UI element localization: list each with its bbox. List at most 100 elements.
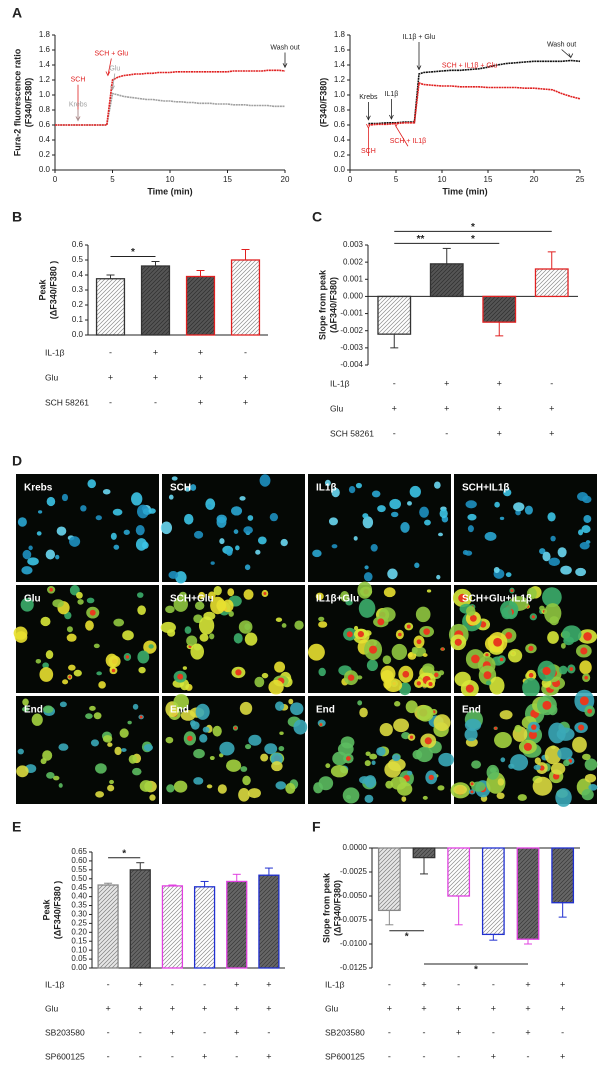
annotation-arrowhead: [110, 85, 115, 91]
cell: [387, 568, 398, 580]
cell: [138, 666, 146, 674]
cell: [293, 719, 308, 735]
cell: [112, 508, 123, 516]
annotation-arrowhead: [105, 71, 111, 77]
treatment-sign: -: [107, 979, 110, 989]
y-tick-label: 0.8: [334, 105, 346, 114]
cell: [559, 665, 568, 675]
cell: [190, 643, 205, 660]
y-axis-label: (F340/F380): [23, 78, 33, 128]
treatment-sign: -: [109, 347, 112, 357]
cell: [382, 655, 392, 665]
annotation: Glu: [109, 65, 120, 72]
cell: [419, 506, 429, 518]
significance-label: *: [471, 222, 475, 233]
cell: [16, 765, 29, 778]
cell: [149, 794, 156, 801]
cell: [182, 666, 188, 670]
cell: [370, 543, 378, 552]
cell: [45, 650, 54, 659]
cell: [357, 700, 363, 706]
cell: [575, 567, 587, 577]
tile-label: IL1β+Glu: [316, 594, 359, 605]
cell: [577, 492, 588, 502]
image-tile: End: [16, 696, 159, 804]
cell: [542, 551, 551, 562]
cell-core: [458, 593, 467, 603]
x-tick-label: 10: [166, 175, 175, 184]
treatment-name: Glu: [45, 372, 59, 382]
treatment-sign: +: [198, 397, 203, 407]
cell: [422, 795, 428, 800]
cell: [127, 720, 132, 725]
cell: [209, 633, 215, 640]
cell: [95, 763, 107, 774]
cell: [238, 620, 253, 634]
treatment-sign: -: [267, 1027, 270, 1037]
cell-core: [587, 708, 593, 714]
cell: [377, 505, 386, 513]
cell: [500, 757, 506, 763]
y-tick-label: 0.35: [71, 901, 87, 910]
cell: [121, 748, 127, 753]
cell: [80, 505, 87, 512]
treatment-sign: +: [525, 1003, 530, 1013]
treatment-sign: +: [266, 1051, 271, 1061]
cell: [331, 544, 338, 549]
cell-core: [377, 618, 385, 626]
cell: [137, 605, 146, 616]
treatment-sign: +: [170, 1003, 175, 1013]
cell: [557, 747, 573, 760]
cell: [471, 760, 482, 769]
cell: [392, 754, 401, 762]
cell: [148, 508, 156, 514]
y-axis-label: Peak: [41, 899, 51, 921]
cell: [199, 633, 209, 642]
cell: [340, 736, 355, 749]
cell: [376, 746, 386, 756]
annotation-arrow: [107, 58, 112, 76]
cell-core: [469, 614, 477, 622]
treatment-sign: +: [525, 1027, 530, 1037]
treatment-sign: +: [549, 428, 554, 438]
cell: [230, 506, 243, 516]
tile-label: Glu: [24, 594, 41, 605]
cell: [359, 707, 368, 718]
cell: [194, 530, 204, 539]
cell: [244, 564, 251, 571]
cell: [547, 631, 559, 644]
cell: [422, 653, 428, 657]
cell: [190, 720, 196, 727]
y-tick-label: 0.25: [71, 918, 87, 927]
cell: [393, 718, 410, 733]
series-line: [368, 59, 581, 125]
tile-label: SCH+Glu+IL1β: [462, 594, 532, 605]
treatment-sign: -: [492, 1027, 495, 1037]
y-tick-label: 1.8: [334, 30, 346, 39]
significance-label: *: [474, 965, 478, 976]
cell: [584, 758, 598, 771]
panel-label: A: [12, 5, 22, 21]
bar: [140, 265, 171, 336]
cell: [544, 745, 562, 765]
tile-label: End: [316, 705, 335, 716]
y-tick-label: 0.45: [71, 883, 87, 892]
cell: [45, 549, 56, 560]
cell: [240, 766, 248, 772]
cell: [462, 550, 469, 555]
cell: [438, 670, 445, 676]
cell-core: [416, 681, 421, 686]
y-tick-label: 1.2: [39, 75, 51, 84]
cell: [86, 597, 95, 604]
treatment-sign: -: [492, 979, 495, 989]
cell-core: [580, 647, 588, 655]
treatment-name: SCH 58261: [330, 428, 374, 438]
cell-core: [347, 674, 355, 681]
cell: [379, 722, 393, 737]
cell-core: [583, 632, 592, 641]
cell: [202, 726, 210, 733]
cell: [37, 510, 43, 514]
cell: [217, 784, 227, 794]
cell: [165, 605, 175, 614]
